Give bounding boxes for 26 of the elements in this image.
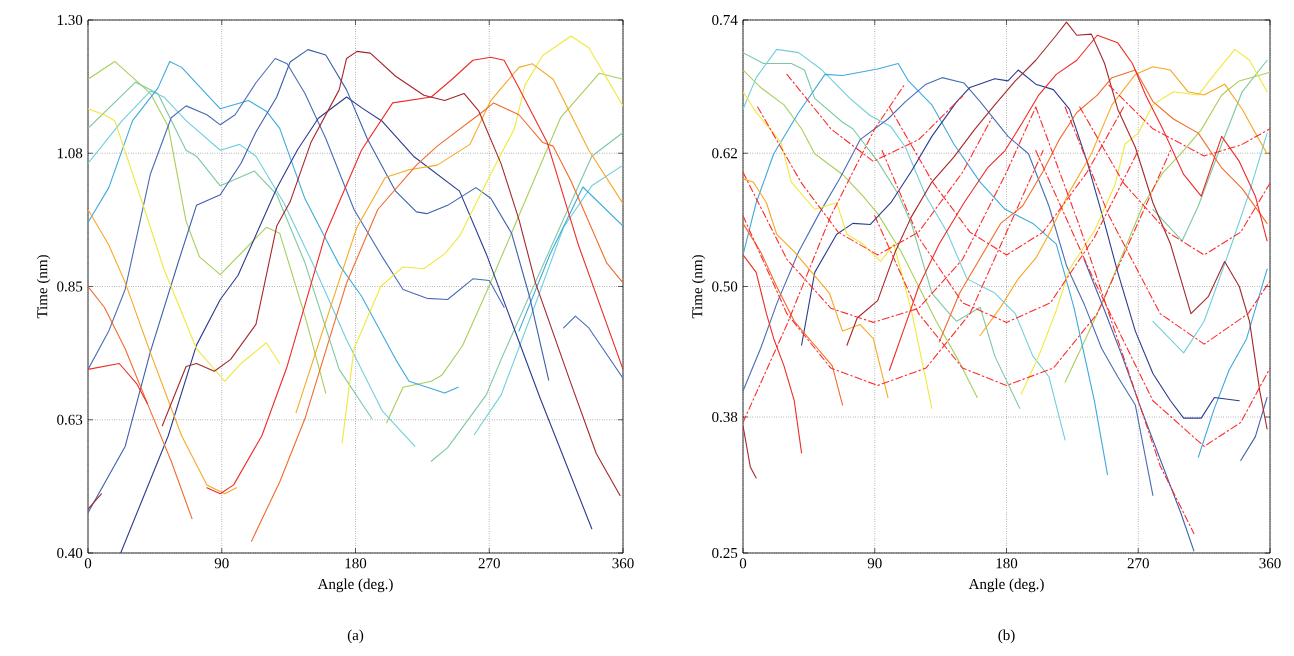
x-axis-title: Angle (deg.) [968,578,1044,593]
x-tick-label: 0 [739,558,747,569]
y-axis-title: Time (nm) [691,255,706,319]
y-axis-title: Time (nm) [36,255,51,319]
x-tick-label: 180 [345,558,367,569]
x-axis-title: Angle (deg.) [317,578,393,593]
y-tick-label: 1.30 [57,14,83,26]
y-tick-label: 0.85 [57,281,83,292]
x-tick-label: 90 [214,558,229,569]
y-tick-label: 0.40 [57,547,83,559]
y-tick-label: 0.74 [712,14,738,26]
x-tick-label: 0 [84,558,92,569]
y-tick-label: 0.50 [712,281,738,292]
x-tick-label: 270 [1127,558,1149,569]
x-tick-label: 270 [478,558,500,569]
x-tick-label: 180 [996,558,1018,569]
x-tick-label: 360 [1259,558,1281,569]
y-tick-label: 1.08 [57,148,83,159]
text: (b) [998,629,1015,644]
text: (a) [347,629,364,644]
y-tick-label: 0.63 [57,414,83,425]
x-tick-label: 360 [612,558,634,569]
x-tick-label: 90 [867,558,882,569]
y-tick-label: 0.25 [712,547,738,559]
y-tick-label: 0.38 [712,411,738,423]
y-tick-label: 0.62 [712,148,737,159]
